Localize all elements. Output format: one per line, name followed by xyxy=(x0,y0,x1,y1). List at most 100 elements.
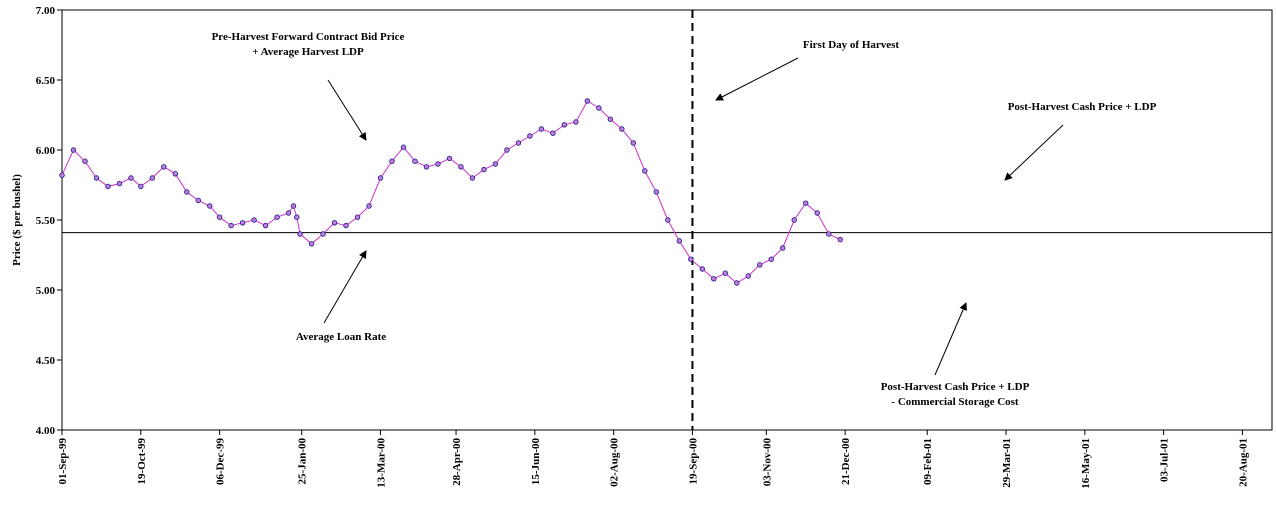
data-point xyxy=(116,180,123,187)
data-point xyxy=(780,245,786,251)
x-tick-label: 06-Dec-99 xyxy=(215,438,227,486)
y-tick-label: 6.50 xyxy=(36,75,56,87)
data-point xyxy=(262,222,269,229)
x-tick-label: 19-Sep-00 xyxy=(687,438,699,485)
data-point xyxy=(377,175,384,181)
data-point xyxy=(239,220,246,226)
data-point xyxy=(630,140,637,146)
data-point xyxy=(711,276,717,282)
data-point xyxy=(803,200,809,206)
x-tick-label: 15-Jun-00 xyxy=(530,438,542,486)
data-point xyxy=(290,203,297,209)
data-point xyxy=(93,175,100,181)
x-tick-label: 28-Apr-00 xyxy=(451,438,463,486)
y-tick-label: 6.00 xyxy=(36,145,56,157)
data-point xyxy=(343,222,349,229)
x-tick-label: 19-Oct-99 xyxy=(136,438,148,485)
data-point xyxy=(195,197,201,204)
data-point xyxy=(412,158,418,164)
x-tick-label: 09-Feb-01 xyxy=(922,438,934,485)
data-point xyxy=(458,164,464,170)
data-point xyxy=(653,189,660,195)
data-point xyxy=(274,214,280,220)
data-point xyxy=(561,122,568,128)
data-point xyxy=(308,241,315,247)
data-point xyxy=(251,217,257,223)
y-axis-label: Price ($ per bushel) xyxy=(11,174,23,266)
data-point xyxy=(492,161,499,167)
data-point xyxy=(527,133,533,139)
data-point xyxy=(435,161,441,167)
data-point xyxy=(400,144,407,150)
data-point xyxy=(184,189,190,195)
annotation-post-storage-line1: Post-Harvest Cash Price + LDP xyxy=(881,381,1030,393)
arrow-post-cash xyxy=(1004,124,1064,181)
y-tick-label: 4.50 xyxy=(36,355,56,367)
annotation-post-storage-line2: - Commercial Storage Cost xyxy=(891,396,1019,408)
data-point xyxy=(642,168,648,174)
data-point xyxy=(734,280,740,286)
annotation-pre-harvest-line2: + Average Harvest LDP xyxy=(252,46,364,58)
data-point xyxy=(285,210,292,216)
data-point xyxy=(584,98,591,104)
data-point xyxy=(228,222,234,229)
data-point xyxy=(128,175,134,181)
x-tick-label: 16-May-01 xyxy=(1080,438,1092,489)
data-point xyxy=(294,214,300,220)
data-point xyxy=(297,231,303,237)
data-point xyxy=(207,203,213,209)
data-point xyxy=(722,270,728,276)
data-point xyxy=(216,214,223,220)
arrow-average-loan-rate xyxy=(323,250,367,324)
data-point xyxy=(607,116,614,122)
data-point xyxy=(446,155,453,162)
data-point xyxy=(481,166,487,173)
x-tick-label: 13-Mar-00 xyxy=(376,438,388,488)
data-point xyxy=(138,183,144,190)
data-point xyxy=(515,140,522,146)
data-point xyxy=(59,172,65,178)
data-point xyxy=(699,266,705,272)
arrow-pre-harvest xyxy=(327,79,367,141)
data-point xyxy=(354,214,361,220)
annotation-first-day: First Day of Harvest xyxy=(803,39,900,51)
data-point xyxy=(676,238,683,244)
x-tick-label: 03-Nov-00 xyxy=(761,438,773,487)
x-axis: 01-Sep-99 19-Oct-99 06-Dec-99 25-Jan-00 13-M… xyxy=(57,430,1249,489)
data-point xyxy=(596,105,602,111)
data-point xyxy=(768,256,774,262)
arrow-first-day xyxy=(715,57,799,101)
data-point xyxy=(149,175,155,181)
annotation-post-cash: Post-Harvest Cash Price + LDP xyxy=(1008,101,1157,113)
data-point xyxy=(745,273,751,279)
data-point xyxy=(161,164,167,170)
data-point xyxy=(791,217,797,223)
data-point xyxy=(826,231,832,237)
y-tick-label: 7.00 xyxy=(36,5,56,17)
data-point xyxy=(757,262,763,268)
data-point xyxy=(688,256,694,262)
data-point xyxy=(573,119,579,125)
annotation-pre-harvest-line1: Pre-Harvest Forward Contract Bid Price xyxy=(212,31,405,43)
data-point xyxy=(70,147,77,153)
data-point xyxy=(665,217,671,223)
reference-lines xyxy=(62,10,1272,430)
data-point xyxy=(538,126,545,132)
x-tick-label: 21-Dec-00 xyxy=(840,438,852,486)
data-point xyxy=(105,183,111,190)
x-tick-label: 03-Jul-01 xyxy=(1159,438,1171,482)
y-tick-label: 4.00 xyxy=(36,425,56,437)
data-point xyxy=(550,130,556,136)
data-point xyxy=(469,175,476,181)
series-layer xyxy=(59,98,843,286)
data-point xyxy=(331,220,338,226)
annotation-average-loan-rate: Average Loan Rate xyxy=(296,331,386,343)
x-tick-label: 20-Aug-01 xyxy=(1237,438,1249,487)
y-tick-label: 5.50 xyxy=(36,215,56,227)
x-tick-label: 01-Sep-99 xyxy=(57,438,69,485)
y-axis: 4.00 4.50 5.00 5.50 6.00 6.50 7.00 xyxy=(36,5,62,437)
x-tick-label: 02-Aug-00 xyxy=(609,438,621,487)
x-tick-label: 29-Mar-01 xyxy=(1001,438,1013,488)
arrow-post-storage xyxy=(934,302,967,376)
